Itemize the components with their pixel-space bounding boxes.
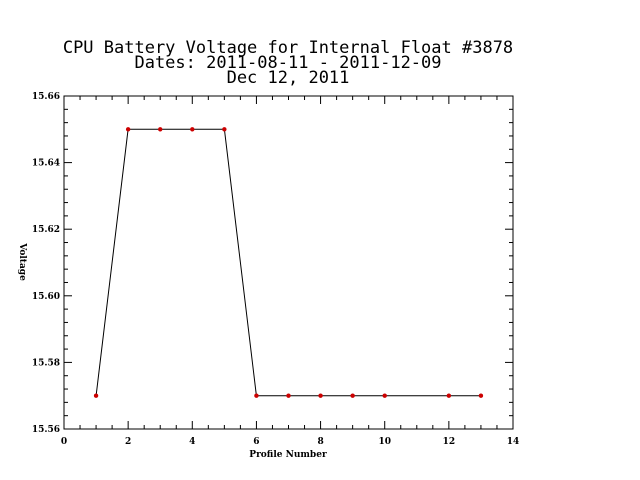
data-point — [318, 393, 323, 398]
data-point — [350, 393, 355, 398]
data-point — [93, 393, 99, 398]
data-point — [190, 127, 195, 132]
y-tick-label: 15.64 — [32, 159, 60, 169]
y-tick-label: 15.66 — [32, 92, 60, 102]
x-tick-label: 12 — [443, 437, 456, 447]
x-tick-label: 14 — [507, 437, 520, 447]
data-point — [446, 393, 452, 398]
data-point — [158, 127, 163, 132]
y-tick-label: 15.62 — [32, 225, 60, 235]
x-tick-label: 10 — [378, 437, 391, 447]
axis-ticks — [63, 95, 514, 430]
plot-frame — [63, 95, 514, 430]
voltage-series-line — [95, 128, 481, 397]
chart-title: CPU Battery Voltage for Internal Float #… — [63, 38, 513, 88]
data-point — [222, 127, 227, 132]
data-point — [286, 393, 291, 398]
x-tick-label: 8 — [317, 437, 323, 447]
y-axis-label: Voltage — [17, 242, 27, 281]
chart-title-line-1: CPU Battery Voltage for Internal Float #… — [63, 38, 513, 58]
x-tick-label: 0 — [61, 437, 67, 447]
chart-title-line-3: Dec 12, 2011 — [227, 68, 350, 88]
y-tick-label: 15.56 — [32, 425, 60, 435]
x-axis-label: Profile Number — [249, 450, 327, 460]
data-point — [125, 127, 131, 132]
x-tick-label: 2 — [125, 437, 131, 447]
x-tick-labels: 0 2 4 6 8 10 12 14 — [61, 437, 519, 447]
x-tick-label: 4 — [189, 437, 195, 447]
y-tick-label: 15.60 — [32, 292, 60, 302]
y-tick-labels: 15.56 15.58 15.60 15.62 15.64 15.66 — [32, 92, 60, 435]
data-point — [382, 393, 387, 398]
x-tick-label: 6 — [253, 437, 259, 447]
series-group — [93, 127, 484, 398]
data-point — [254, 393, 259, 398]
chart-title-line-2: Dates: 2011-08-11 - 2011-12-09 — [134, 53, 441, 73]
y-tick-label: 15.58 — [32, 358, 60, 368]
data-point — [478, 393, 484, 398]
